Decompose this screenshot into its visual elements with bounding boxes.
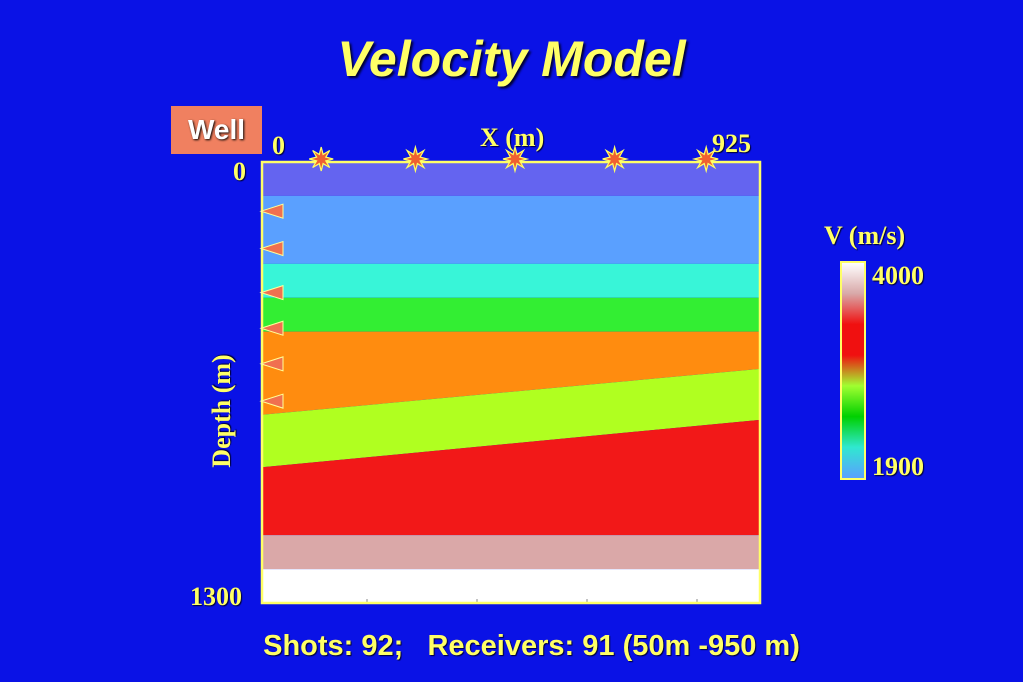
velocity-layer-3 [262, 263, 760, 298]
well-label: Well [171, 106, 262, 154]
velocity-layer-5 [262, 331, 760, 415]
page-title: Velocity Model [337, 31, 686, 87]
shot-marker-icon [502, 144, 530, 174]
receiver-marker-icon [259, 203, 284, 219]
colorbar-min-label: 1900 [872, 452, 924, 481]
colorbar-max-label: 4000 [872, 261, 924, 290]
y-axis-min-label: 0 [233, 157, 246, 186]
receiver-marker-icon [259, 284, 284, 301]
colorbar-gradient [842, 263, 864, 478]
velocity-layer-9 [262, 569, 760, 603]
x-axis-label: X (m) [480, 123, 545, 152]
shot-marker-icon [309, 146, 334, 172]
receiver-marker-icon [259, 240, 284, 257]
velocity-colorbar [840, 261, 866, 480]
velocity-layer-2 [262, 195, 760, 264]
colorbar-label: V (m/s) [824, 221, 906, 250]
x-axis-max-label: 925 [712, 129, 751, 158]
velocity-layer-1 [262, 162, 760, 196]
velocity-layer-8 [262, 535, 760, 570]
y-axis-max-label: 1300 [190, 582, 242, 611]
velocity-layer-6 [262, 368, 760, 468]
velocity-layer-4 [262, 297, 760, 332]
receiver-marker-icon [259, 356, 284, 372]
shot-marker-icon [403, 144, 430, 174]
shot-marker-icon [602, 144, 629, 174]
velocity-layer-7 [262, 419, 760, 536]
receiver-marker-icon [259, 393, 284, 409]
x-axis-min-label: 0 [272, 131, 285, 160]
acquisition-footer: Shots: 92; Receivers: 91 (50m -950 m) [263, 630, 800, 662]
shot-marker-icon [691, 144, 719, 174]
receiver-marker-icon [259, 320, 284, 336]
